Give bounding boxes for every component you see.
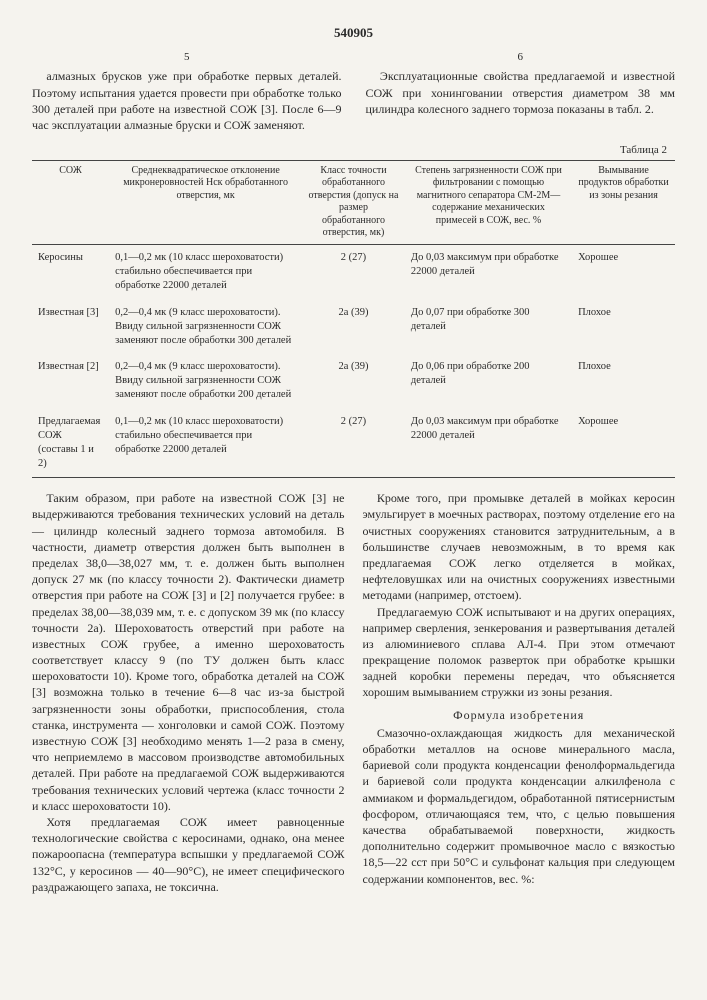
th-accuracy: Класс точности обработанного отверстия (…	[302, 160, 405, 244]
properties-table: СОЖ Среднеквадратическое отклонение микр…	[32, 160, 675, 478]
cell: 2 (27)	[302, 244, 405, 299]
cell: 0,1—0,2 мк (10 класс шероховатости) стаб…	[109, 244, 302, 299]
cell: 0,1—0,2 мк (10 класс шероховатости) стаб…	[109, 409, 302, 478]
th-washout: Вымывание продуктов обработки из зоны ре…	[572, 160, 675, 244]
cell: Предлагаемая СОЖ (составы 1 и 2)	[32, 409, 109, 478]
cell: Плохое	[572, 354, 675, 409]
table-label: Таблица 2	[32, 143, 667, 158]
table-row: Известная [3] 0,2—0,4 мк (9 класс шерохо…	[32, 300, 675, 355]
body-paragraph: Кроме того, при промывке деталей в мойка…	[363, 490, 676, 603]
cell: Известная [2]	[32, 354, 109, 409]
top-two-columns: 5 алмазных брусков уже при обработке пер…	[32, 50, 675, 134]
cell: Хорошее	[572, 244, 675, 299]
cell: 0,2—0,4 мк (9 класс шероховатости). Ввид…	[109, 300, 302, 355]
th-roughness: Среднеквадратическое отклонение микронер…	[109, 160, 302, 244]
bottom-column-left: Таким образом, при работе на известной С…	[32, 490, 345, 895]
top-right-paragraph: Эксплуатационные свойства предлагаемой и…	[366, 68, 676, 117]
cell: Хорошее	[572, 409, 675, 478]
column-left: 5 алмазных брусков уже при обработке пер…	[32, 50, 342, 134]
cell: До 0,07 при обработке 300 деталей	[405, 300, 572, 355]
cell: Известная [3]	[32, 300, 109, 355]
th-coolant: СОЖ	[32, 160, 109, 244]
th-contamination: Степень загрязненности СОЖ при фильтрова…	[405, 160, 572, 244]
table-row: Известная [2] 0,2—0,4 мк (9 класс шерохо…	[32, 354, 675, 409]
cell: Керосины	[32, 244, 109, 299]
body-paragraph: Таким образом, при работе на известной С…	[32, 490, 345, 814]
top-left-paragraph: алмазных брусков уже при обработке первы…	[32, 68, 342, 133]
body-paragraph: Хотя предлагаемая СОЖ имеет равноценные …	[32, 814, 345, 895]
column-number-left: 5	[32, 50, 342, 65]
patent-number: 540905	[32, 24, 675, 42]
formula-title: Формула изобретения	[363, 707, 676, 723]
column-number-right: 6	[366, 50, 676, 65]
column-right: 6 Эксплуатационные свойства предлагаемой…	[366, 50, 676, 134]
cell: 2а (39)	[302, 300, 405, 355]
cell: До 0,03 максимум при обработке 22000 дет…	[405, 244, 572, 299]
bottom-column-right: Кроме того, при промывке деталей в мойка…	[363, 490, 676, 895]
cell: Плохое	[572, 300, 675, 355]
table-row: Керосины 0,1—0,2 мк (10 класс шероховато…	[32, 244, 675, 299]
body-paragraph: Предлагаемую СОЖ испытывают и на других …	[363, 604, 676, 701]
cell: До 0,03 максимум при обработке 22000 дет…	[405, 409, 572, 478]
table-row: Предлагаемая СОЖ (составы 1 и 2) 0,1—0,2…	[32, 409, 675, 478]
table-header-row: СОЖ Среднеквадратическое отклонение микр…	[32, 160, 675, 244]
cell: До 0,06 при обработке 200 деталей	[405, 354, 572, 409]
formula-body: Смазочно-охлаждающая жидкость для механи…	[363, 725, 676, 887]
bottom-two-columns: Таким образом, при работе на известной С…	[32, 490, 675, 895]
cell: 2а (39)	[302, 354, 405, 409]
cell: 2 (27)	[302, 409, 405, 478]
cell: 0,2—0,4 мк (9 класс шероховатости). Ввид…	[109, 354, 302, 409]
